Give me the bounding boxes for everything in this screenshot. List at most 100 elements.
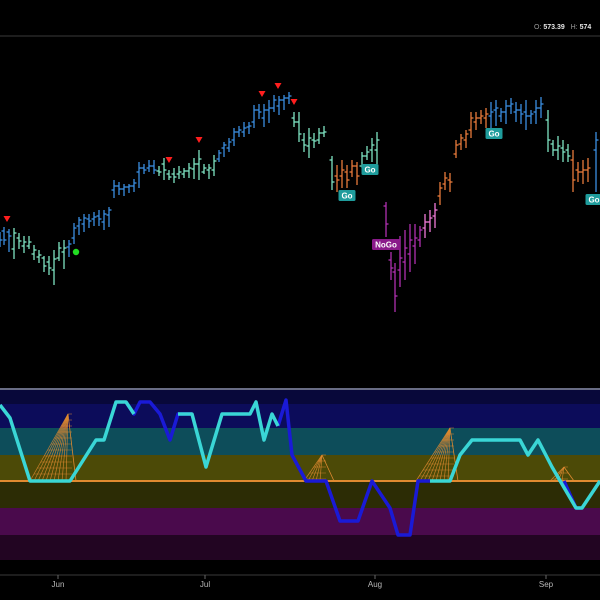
price-bar <box>146 160 152 172</box>
price-bar <box>369 138 375 162</box>
sell-signal-marker <box>165 157 173 163</box>
price-bar <box>427 210 433 232</box>
tag-bg <box>485 128 503 139</box>
hatch-line <box>49 413 69 482</box>
price-bar <box>585 158 591 182</box>
price-bar <box>6 229 12 252</box>
hatch-line <box>427 427 451 482</box>
sell-signal-marker <box>3 216 11 222</box>
x-tick-label: Jun <box>52 580 65 589</box>
price-bar <box>349 160 355 177</box>
price-bar <box>251 105 257 128</box>
price-bar <box>316 128 322 144</box>
price-bar <box>407 224 413 272</box>
hatch-line <box>415 427 451 482</box>
hatch-line <box>45 413 69 482</box>
hatch-line <box>553 466 565 482</box>
price-bar <box>211 155 217 176</box>
price-bar <box>91 212 97 226</box>
price-bar <box>271 95 277 112</box>
oscillator-band <box>0 508 600 535</box>
price-bar <box>518 104 524 124</box>
open-label: O: <box>534 24 542 31</box>
tag-label: Go <box>488 129 499 138</box>
price-bar <box>101 210 107 230</box>
hatch-line <box>321 454 335 482</box>
price-bar <box>151 160 157 174</box>
go-tag: Go <box>585 194 600 205</box>
price-bar <box>141 164 147 174</box>
price-bar <box>354 162 360 185</box>
go-tag: Go <box>485 128 503 139</box>
price-bar <box>422 214 428 238</box>
price-bar <box>26 236 32 249</box>
price-bar <box>364 146 370 160</box>
price-bar <box>301 133 307 152</box>
price-bar <box>86 214 92 228</box>
hatch-line <box>61 413 69 482</box>
tag-label: Go <box>364 165 375 174</box>
price-bar <box>383 202 389 237</box>
price-bar <box>560 140 566 162</box>
price-bar <box>166 170 172 180</box>
price-bar <box>236 126 242 137</box>
price-bar <box>11 228 17 259</box>
signal-tags: Go Go NoGo Go Go <box>338 128 600 250</box>
oscillator-lines <box>0 398 600 537</box>
price-bar <box>296 112 302 142</box>
x-tick-label: Jul <box>200 580 210 589</box>
price-bar <box>593 132 599 192</box>
hatch-line <box>303 454 323 482</box>
price-bar <box>334 165 340 192</box>
nogo-tag: NoGo <box>372 239 400 250</box>
oscillator-line-blue <box>124 400 192 442</box>
price-bar <box>266 100 272 123</box>
price-bar <box>498 108 504 122</box>
go-tag: Go <box>361 164 379 175</box>
price-bar <box>1 227 7 245</box>
price-bar <box>36 250 42 263</box>
price-bar <box>508 98 514 114</box>
hatch-line <box>65 413 69 482</box>
oscillator-band <box>0 481 600 508</box>
price-bar <box>533 100 539 124</box>
oscillator-hatch <box>29 413 575 482</box>
price-bar <box>528 110 534 124</box>
price-bar <box>286 92 292 104</box>
price-bar <box>0 232 3 247</box>
price-bar <box>221 142 227 157</box>
price-bar <box>46 256 52 275</box>
high-label: H: <box>570 24 578 31</box>
price-bar <box>555 136 561 160</box>
price-bar <box>565 144 571 162</box>
price-bar <box>417 226 423 247</box>
ohlc-readout: O: 573.39 H: 574 <box>534 24 591 31</box>
tag-label: Go <box>341 191 352 200</box>
price-bar <box>493 100 499 126</box>
price-bar <box>16 233 22 249</box>
price-bar <box>81 214 87 232</box>
price-bars <box>0 92 599 312</box>
hatch-line <box>311 454 323 482</box>
oscillator-hatch-fan <box>303 454 335 482</box>
price-bar <box>339 160 345 188</box>
sell-signal-marker <box>195 137 203 143</box>
x-axis: Jun Jul Aug Sep <box>52 575 554 589</box>
tag-bg <box>372 239 400 250</box>
hatch-line <box>33 413 69 482</box>
hatch-line <box>431 427 451 482</box>
hatch-line <box>447 427 451 482</box>
price-bar <box>453 140 459 158</box>
oscillator-band <box>0 535 600 560</box>
price-bar <box>181 168 187 178</box>
price-bar <box>96 210 102 226</box>
price-bar <box>483 108 489 128</box>
oscillator-bands <box>0 390 600 560</box>
price-bar <box>161 158 167 180</box>
price-bar <box>56 242 62 261</box>
price-bar <box>261 104 267 127</box>
price-bar <box>447 173 453 192</box>
price-bar <box>291 112 297 127</box>
buy-signal-marker <box>72 248 80 256</box>
price-bar <box>186 163 192 178</box>
